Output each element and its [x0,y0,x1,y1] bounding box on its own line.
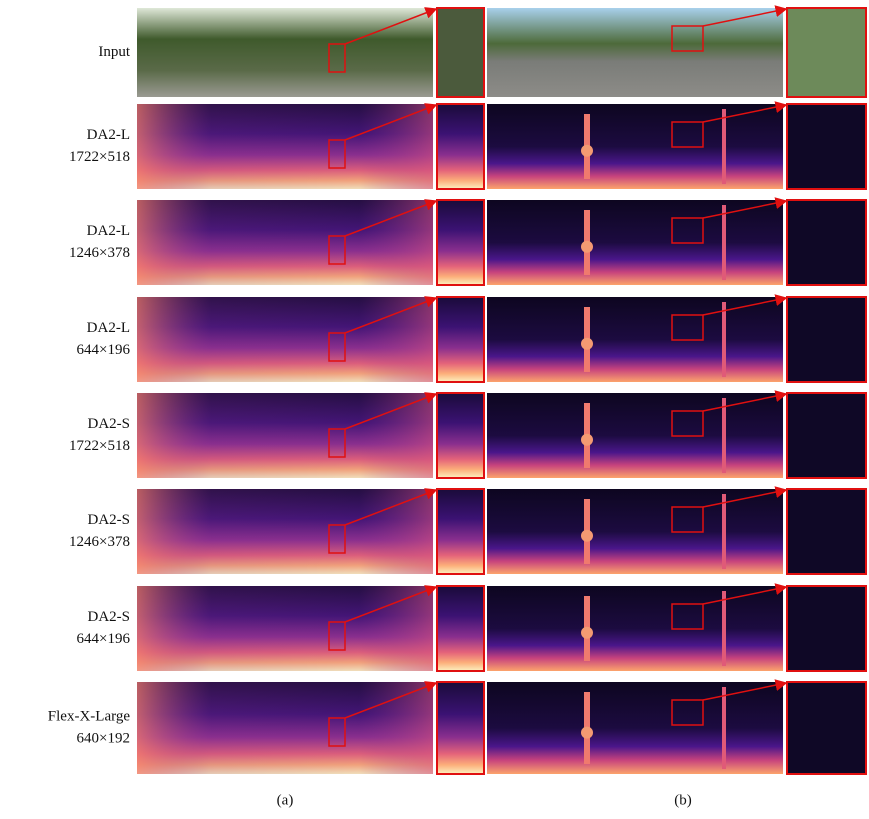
image-a [137,8,433,97]
zoom-a [437,489,484,574]
pole-disc [581,241,593,253]
row-label: 640×192 [77,730,130,746]
zoom-b [787,586,866,671]
row-label: DA2-S [87,512,130,528]
image-a-shade [137,489,433,574]
row-label: 644×196 [77,631,131,647]
image-b [487,104,783,189]
pole-disc [581,434,593,446]
image-b [487,200,783,285]
caption: (b) [674,792,692,808]
pole-disc [581,145,593,157]
row-label: Input [98,44,130,60]
pole2 [722,494,726,569]
rows: Input DA2-L 1722×518 DA2-L 1246×378 DA2-L 644×… [48,8,866,808]
pole-disc [581,727,593,739]
row-label: 1722×518 [69,438,130,454]
image-b [487,8,783,97]
row-label: 1246×378 [69,534,130,550]
image-a-shade [137,586,433,671]
image-a-shade [137,200,433,285]
pole-disc [581,530,593,542]
zoom-a [437,104,484,189]
row-label: 1722×518 [69,149,130,165]
pole-disc [581,338,593,350]
pole2 [722,109,726,184]
zoom-b [787,8,866,97]
image-b [487,489,783,574]
zoom-a [437,586,484,671]
row-label: DA2-L [87,223,130,239]
pole2 [722,687,726,769]
row-label: 1246×378 [69,245,130,261]
row-label: DA2-L [87,127,130,143]
zoom-b [787,297,866,382]
zoom-a [437,200,484,285]
image-a-shade [137,682,433,774]
figure: Input DA2-L 1722×518 DA2-L 1246×378 DA2-L 644×… [0,0,869,814]
image-a-shade [137,393,433,478]
zoom-b [787,393,866,478]
pole2 [722,205,726,280]
pole2 [722,302,726,377]
image-b [487,586,783,671]
image-a-shade [137,104,433,189]
row-label: DA2-L [87,320,130,336]
caption: (a) [277,792,294,808]
row-label: DA2-S [87,416,130,432]
image-b [487,682,783,774]
pole2 [722,591,726,666]
zoom-b [787,104,866,189]
zoom-a [437,682,484,774]
zoom-a [437,297,484,382]
pole-disc [581,627,593,639]
row-label: Flex-X-Large [48,708,131,724]
image-b [487,297,783,382]
zoom-b [787,200,866,285]
row-label: 644×196 [77,342,131,358]
zoom-b [787,682,866,774]
zoom-a [437,8,484,97]
image-a-shade [137,297,433,382]
zoom-b [787,489,866,574]
pole2 [722,398,726,473]
image-b [487,393,783,478]
row-label: DA2-S [87,609,130,625]
zoom-a [437,393,484,478]
